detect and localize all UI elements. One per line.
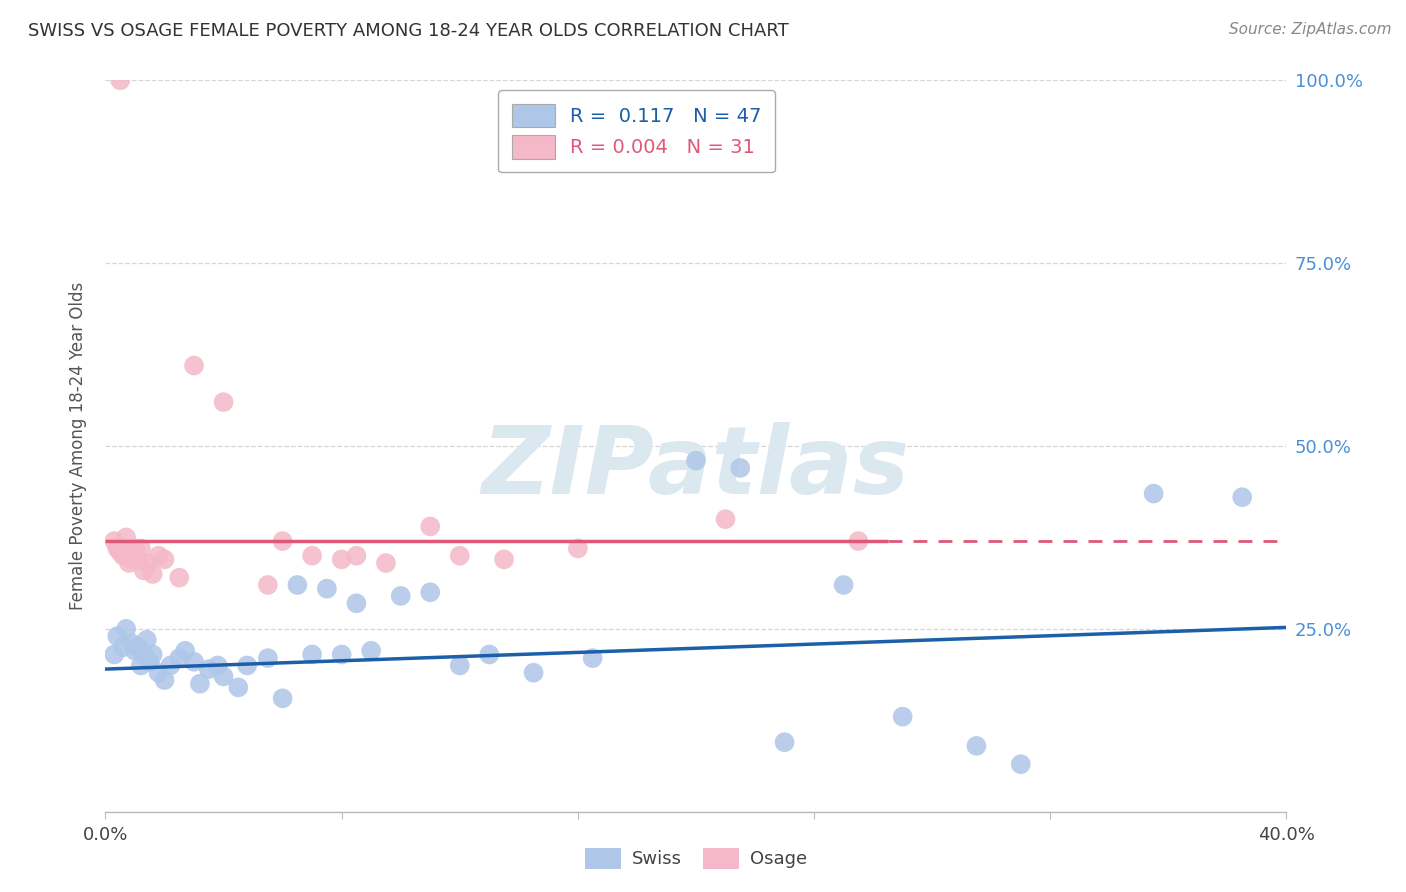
Point [492, 552, 515, 566]
Point [103, 648, 125, 662]
Point [256, 578, 278, 592]
Point [360, 644, 382, 658]
Point [153, 552, 176, 566]
Point [891, 709, 914, 723]
Point [132, 648, 155, 662]
Point [714, 512, 737, 526]
Point [183, 655, 205, 669]
Point [773, 735, 796, 749]
Point [153, 673, 176, 687]
Point [112, 640, 135, 655]
Point [169, 651, 191, 665]
Point [110, 545, 132, 559]
Point [188, 676, 211, 690]
Point [346, 549, 368, 563]
Point [330, 552, 353, 566]
Point [127, 552, 149, 566]
Point [256, 651, 278, 665]
Point [118, 556, 141, 570]
Point [124, 644, 146, 658]
Point [567, 541, 589, 556]
Point [127, 640, 149, 655]
Point [315, 582, 337, 596]
Point [129, 658, 152, 673]
Point [174, 644, 197, 658]
Point [271, 534, 294, 549]
Point [374, 556, 398, 570]
Point [142, 567, 165, 582]
Point [301, 648, 323, 662]
Point [226, 681, 250, 695]
Point [212, 669, 235, 683]
Point [1010, 757, 1032, 772]
Point [124, 541, 146, 556]
Point [1230, 490, 1253, 504]
Point [419, 585, 441, 599]
Point [110, 73, 132, 87]
Point [148, 549, 170, 563]
Point [207, 658, 229, 673]
Point [271, 691, 294, 706]
Point [301, 549, 323, 563]
Text: ZIPatlas: ZIPatlas [482, 422, 910, 514]
Point [449, 549, 471, 563]
Point [965, 739, 987, 753]
Legend: Swiss, Osage: Swiss, Osage [578, 840, 814, 876]
Point [103, 534, 125, 549]
Point [197, 662, 219, 676]
Point [832, 578, 855, 592]
Point [115, 530, 138, 544]
Point [135, 556, 157, 570]
Point [105, 541, 128, 556]
Point [169, 571, 191, 585]
Point [212, 395, 235, 409]
Point [121, 636, 143, 650]
Point [148, 665, 170, 680]
Point [522, 665, 544, 680]
Point [846, 534, 869, 549]
Point [449, 658, 471, 673]
Point [236, 658, 259, 673]
Point [389, 589, 412, 603]
Point [685, 453, 707, 467]
Y-axis label: Female Poverty Among 18-24 Year Olds: Female Poverty Among 18-24 Year Olds [69, 282, 87, 610]
Point [419, 519, 441, 533]
Point [1142, 486, 1164, 500]
Point [115, 622, 138, 636]
Point [287, 578, 309, 592]
Text: SWISS VS OSAGE FEMALE POVERTY AMONG 18-24 YEAR OLDS CORRELATION CHART: SWISS VS OSAGE FEMALE POVERTY AMONG 18-2… [28, 22, 789, 40]
Point [121, 552, 143, 566]
Point [138, 655, 162, 669]
Point [105, 629, 128, 643]
Point [135, 632, 157, 647]
Point [129, 541, 152, 556]
Point [330, 648, 353, 662]
Point [183, 359, 205, 373]
Point [112, 549, 135, 563]
Point [132, 563, 155, 577]
Point [581, 651, 603, 665]
Point [142, 648, 165, 662]
Point [159, 658, 181, 673]
Point [728, 461, 751, 475]
Point [478, 648, 501, 662]
Point [346, 596, 368, 610]
Text: Source: ZipAtlas.com: Source: ZipAtlas.com [1229, 22, 1392, 37]
